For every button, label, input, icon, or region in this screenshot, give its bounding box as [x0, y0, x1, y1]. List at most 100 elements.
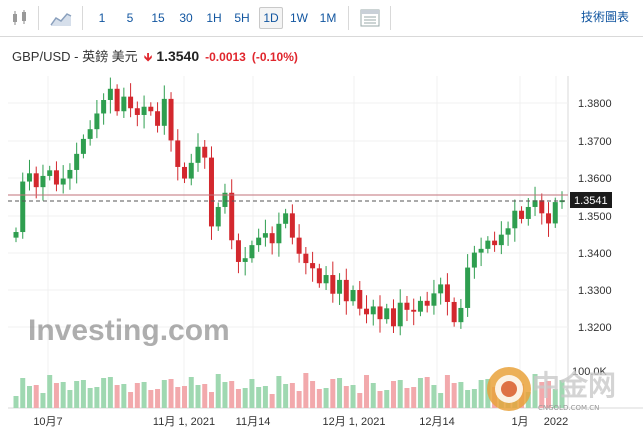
- candle-body: [330, 275, 336, 294]
- volume-bar: [310, 381, 316, 408]
- candle-body: [20, 181, 26, 233]
- candlestick-icon[interactable]: [10, 9, 30, 27]
- volume-bar: [458, 382, 464, 408]
- price-tick-label: 1.3600: [578, 173, 612, 185]
- price-tick-label: 1.3300: [578, 285, 612, 297]
- volume-bar: [215, 374, 221, 408]
- volume-axis-label: 100.0K: [572, 366, 608, 378]
- volume-bar: [364, 375, 370, 408]
- time-tick-label: 2022: [544, 416, 568, 428]
- last-price: 1.3540: [156, 48, 200, 64]
- technical-chart-link[interactable]: 技術圖表: [580, 10, 629, 24]
- volume-bar: [404, 388, 410, 408]
- candle-body: [303, 253, 309, 264]
- candle-body: [539, 200, 545, 214]
- time-tick-label: 10月7: [33, 416, 62, 428]
- cngold-watermark: 中金网: [532, 369, 616, 402]
- volume-bar: [47, 375, 53, 408]
- area-chart-icon[interactable]: [50, 9, 72, 27]
- candle-body: [249, 245, 255, 259]
- time-tick-label: 11月14: [236, 416, 271, 428]
- volume-bar: [276, 376, 282, 408]
- candle-body: [215, 206, 221, 227]
- candle-body: [134, 108, 140, 115]
- volume-bar: [465, 390, 471, 408]
- volume-bar: [20, 378, 26, 408]
- candle-body: [316, 268, 322, 284]
- candle-body: [546, 213, 552, 224]
- timeframe-1d-button[interactable]: 1D: [259, 7, 283, 29]
- volume-bar: [370, 383, 376, 408]
- candle-body: [519, 210, 525, 219]
- time-tick-label: 12月14: [419, 416, 454, 428]
- volume-bar: [74, 381, 80, 408]
- volume-bar: [478, 380, 484, 408]
- volume-bar: [101, 378, 107, 408]
- timeframe-5m-button[interactable]: 5: [126, 11, 134, 25]
- price-change: -0.0013: [205, 50, 246, 64]
- candle-body: [323, 275, 329, 284]
- candle-body: [350, 290, 356, 302]
- candle-body: [283, 213, 289, 224]
- candle-body: [114, 88, 120, 112]
- volume-bar: [148, 390, 154, 408]
- volume-bar: [53, 383, 59, 408]
- timeframe-1w-button[interactable]: 1W: [290, 11, 308, 25]
- candlesticks: [13, 77, 565, 336]
- timeframe-1h-button[interactable]: 1H: [206, 11, 222, 25]
- volume-bar: [107, 377, 113, 408]
- candle-body: [451, 301, 457, 323]
- volume-bar: [168, 379, 174, 408]
- timeframe-30m-button[interactable]: 30: [179, 11, 193, 25]
- candle-body: [364, 308, 370, 315]
- candle-body: [168, 98, 174, 141]
- table-icon[interactable]: [360, 9, 380, 27]
- toolbar-divider: [82, 6, 83, 30]
- timeframe-15m-button[interactable]: 15: [151, 11, 165, 25]
- down-arrow-icon: 🡻: [143, 50, 153, 64]
- volume-bar: [343, 386, 349, 408]
- volume-bar: [182, 386, 188, 408]
- volume-bar: [289, 383, 295, 408]
- volume-bar: [141, 382, 147, 408]
- candle-body: [384, 308, 390, 320]
- volume-bar: [202, 384, 208, 408]
- volume-bar: [546, 381, 552, 408]
- volume-bar: [323, 388, 329, 408]
- volume-bar: [40, 393, 46, 408]
- candle-body: [94, 113, 100, 130]
- volume-bar: [350, 385, 356, 408]
- volume-bar: [242, 388, 248, 408]
- volume-bar: [377, 391, 383, 408]
- candle-body: [478, 248, 484, 253]
- volume-bar: [67, 390, 73, 408]
- candle-body: [424, 300, 430, 306]
- candle-body: [505, 228, 511, 235]
- candle-body: [532, 200, 538, 207]
- candle-body: [208, 157, 214, 227]
- volume-bar: [33, 385, 39, 408]
- candle-body: [202, 146, 208, 158]
- candle-body: [337, 279, 343, 294]
- candle-body: [525, 206, 531, 219]
- candle-body: [404, 302, 410, 310]
- volume-bar: [471, 389, 477, 408]
- candle-body: [343, 279, 349, 302]
- candle-body: [141, 106, 147, 115]
- volume-bar: [296, 391, 302, 408]
- volume-bar: [60, 382, 66, 408]
- timeframe-1m-button[interactable]: 1: [98, 11, 106, 25]
- candle-body: [390, 308, 396, 327]
- timeframe-1mo-button[interactable]: 1M: [319, 11, 337, 25]
- instrument-header: GBP/USD - 英鎊 美元 🡻 1.3540 -0.0013 (-0.10%): [12, 46, 298, 66]
- candle-body: [296, 237, 302, 254]
- candle-body: [128, 96, 134, 109]
- candle-body: [256, 237, 262, 246]
- candle-body: [195, 146, 201, 163]
- candle-body: [431, 293, 437, 306]
- volume-bar: [316, 389, 322, 408]
- timeframe-5h-button[interactable]: 5H: [234, 11, 250, 25]
- candle-body: [370, 306, 376, 315]
- time-axis: 10月7 11月 1, 2021 11月14 12月 1, 2021 12月14 1月 20…: [33, 416, 568, 428]
